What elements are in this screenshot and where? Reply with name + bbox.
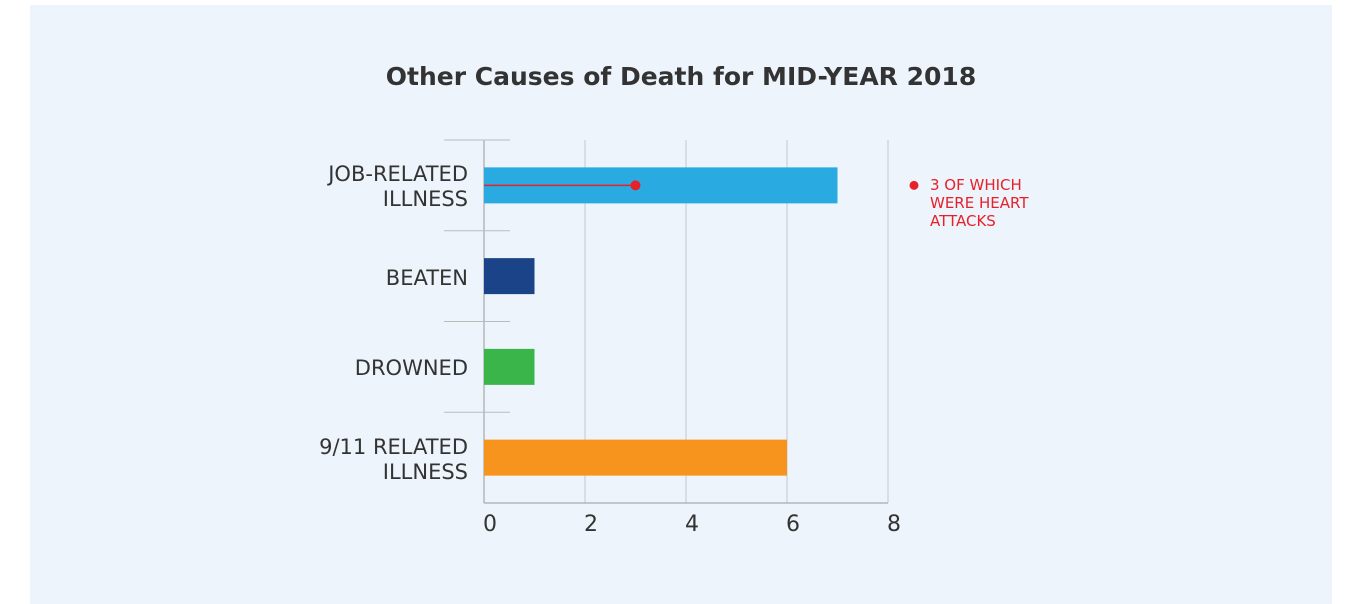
x-tick-label: 8 xyxy=(887,512,901,537)
background xyxy=(30,5,1332,604)
chart-title: Other Causes of Death for MID-YEAR 2018 xyxy=(386,62,976,91)
category-label: JOB-RELATED ILLNESS xyxy=(328,162,468,212)
x-tick-label: 2 xyxy=(584,512,598,537)
bar xyxy=(484,258,535,295)
annotation-text: 3 OF WHICH WERE HEART ATTACKS xyxy=(930,176,1029,231)
annotation-marker xyxy=(630,180,641,191)
x-tick-label: 4 xyxy=(685,512,699,537)
bar xyxy=(484,348,535,385)
category-label: 9/11 RELATED ILLNESS xyxy=(319,434,468,484)
bar xyxy=(484,439,787,476)
annotation-legend-dot xyxy=(909,180,919,190)
category-label: DROWNED xyxy=(354,356,468,381)
x-tick-label: 0 xyxy=(483,512,497,537)
category-label: BEATEN xyxy=(385,265,468,290)
x-tick-label: 6 xyxy=(786,512,800,537)
